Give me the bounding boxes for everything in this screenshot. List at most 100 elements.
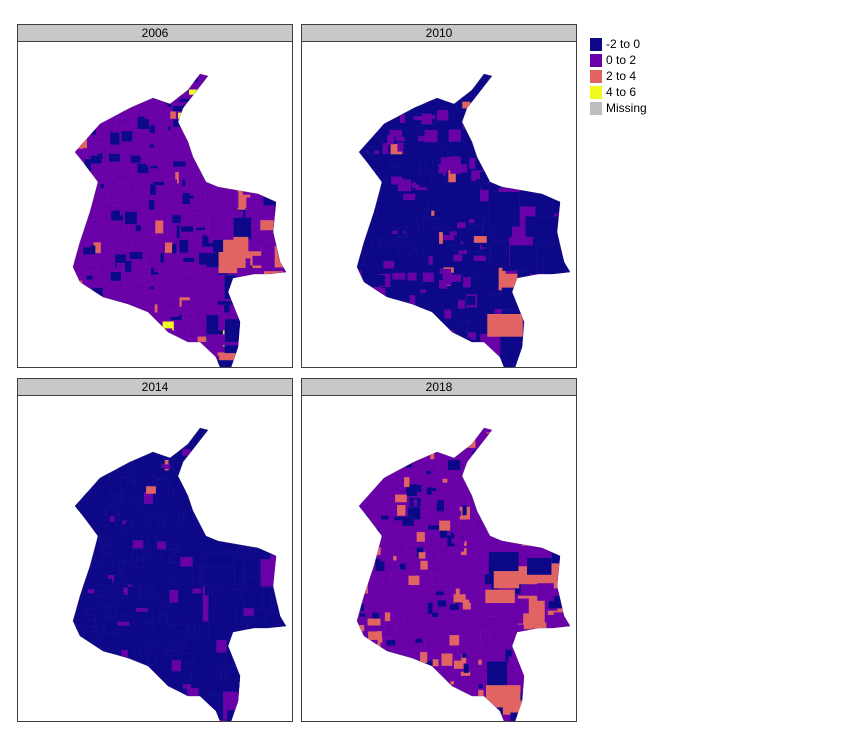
municipality-region: [254, 88, 267, 94]
municipality-region: [185, 480, 196, 487]
municipality-region: [546, 614, 564, 632]
municipality-region: [155, 342, 169, 349]
municipality-region: [546, 153, 552, 162]
municipality-region: [155, 220, 164, 234]
municipality-region: [112, 650, 120, 654]
municipality-region: [526, 117, 535, 123]
municipality-region: [149, 144, 155, 148]
map-plot-area: [301, 42, 577, 368]
municipality-region: [150, 337, 159, 344]
municipality-region: [277, 625, 286, 658]
municipality-region: [270, 490, 282, 503]
municipality-region: [184, 352, 194, 362]
municipality-region: [424, 74, 429, 86]
municipality-region: [357, 680, 365, 688]
municipality-region: [286, 427, 292, 438]
municipality-region: [82, 114, 92, 124]
municipality-region: [565, 577, 570, 600]
municipality-region: [90, 264, 99, 272]
municipality-region: [418, 551, 426, 559]
municipality-region: [116, 666, 125, 674]
municipality-region: [157, 519, 165, 528]
municipality-region: [391, 343, 400, 353]
municipality-region: [97, 625, 104, 638]
municipality-region: [472, 571, 485, 582]
municipality-region: [413, 569, 424, 576]
municipality-region: [94, 304, 108, 311]
municipality-region: [251, 304, 267, 317]
municipality-region: [149, 125, 156, 133]
municipality-region: [118, 629, 123, 638]
municipality-region: [387, 706, 401, 710]
legend-item: 2 to 4: [590, 68, 647, 84]
municipality-region: [542, 697, 570, 717]
municipality-region: [544, 132, 555, 145]
municipality-region: [251, 646, 269, 666]
municipality-region: [83, 147, 87, 157]
municipality-region: [153, 181, 165, 186]
municipality-region: [226, 530, 234, 539]
municipality-region: [137, 118, 150, 130]
municipality-region: [195, 707, 208, 720]
map-legend: -2 to 0 0 to 2 2 to 4 4 to 6 Missing: [590, 36, 647, 116]
municipality-region: [372, 432, 384, 441]
municipality-region: [383, 260, 395, 269]
municipality-region: [172, 462, 185, 472]
municipality-region: [79, 211, 87, 220]
municipality-region: [478, 683, 483, 689]
municipality-region: [73, 195, 74, 206]
municipality-region: [479, 273, 492, 285]
municipality-region: [92, 287, 103, 297]
municipality-region: [117, 477, 127, 491]
municipality-region: [424, 693, 437, 698]
municipality-region: [120, 719, 125, 721]
municipality-region: [91, 646, 103, 654]
municipality-region: [374, 298, 383, 306]
municipality-region: [438, 552, 446, 561]
municipality-region: [407, 78, 420, 86]
municipality-region: [473, 669, 483, 678]
municipality-region: [373, 512, 377, 526]
municipality-region: [554, 700, 570, 721]
municipality-region: [442, 478, 448, 483]
municipality-region: [280, 468, 286, 480]
municipality-region: [285, 701, 286, 721]
municipality-region: [372, 528, 380, 535]
municipality-region: [390, 159, 400, 167]
municipality-region: [561, 679, 570, 699]
municipality-region: [461, 623, 470, 629]
municipality-region: [565, 680, 570, 701]
municipality-region: [488, 478, 500, 492]
municipality-region: [73, 460, 75, 467]
municipality-region: [282, 669, 286, 684]
municipality-region: [280, 144, 285, 149]
municipality-region: [183, 483, 196, 488]
municipality-region: [481, 620, 491, 633]
municipality-region: [205, 142, 213, 150]
municipality-region: [77, 715, 86, 721]
municipality-region: [155, 693, 164, 705]
municipality-region: [87, 699, 101, 704]
municipality-region: [522, 77, 534, 87]
municipality-region: [73, 252, 76, 257]
municipality-region: [390, 534, 397, 540]
legend-item: -2 to 0: [590, 36, 647, 52]
municipality-region: [367, 335, 378, 341]
municipality-region: [121, 568, 135, 582]
municipality-region: [359, 307, 368, 314]
municipality-region: [116, 621, 130, 626]
municipality-region: [90, 155, 102, 164]
municipality-region: [243, 307, 278, 320]
municipality-region: [169, 577, 177, 582]
municipality-region: [274, 707, 286, 721]
municipality-region: [363, 337, 376, 351]
municipality-region: [118, 493, 124, 498]
municipality-region: [556, 709, 570, 721]
municipality-region: [102, 170, 113, 180]
municipality-region: [103, 364, 112, 367]
municipality-region: [245, 167, 250, 174]
municipality-region: [219, 162, 225, 175]
municipality-region: [472, 450, 483, 460]
municipality-region: [115, 118, 127, 128]
municipality-region: [543, 139, 557, 152]
